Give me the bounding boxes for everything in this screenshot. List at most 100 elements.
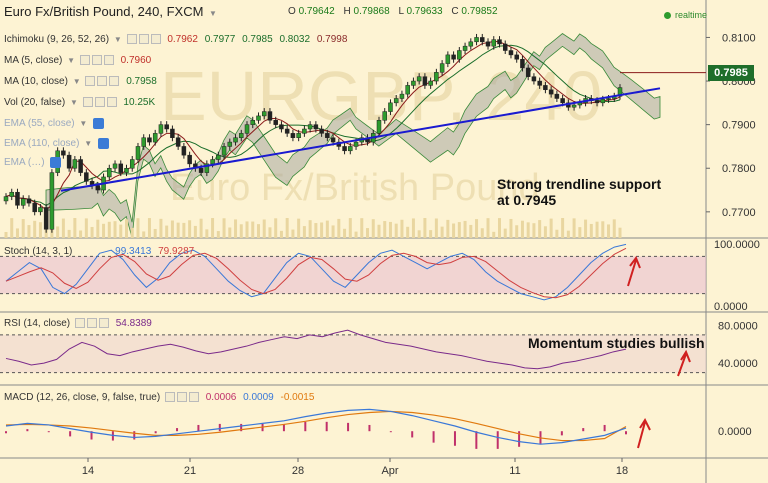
- chevron-down-icon[interactable]: ▼: [67, 56, 76, 65]
- settings-icon[interactable]: [97, 76, 108, 87]
- candle-down: [543, 85, 548, 91]
- eye-icon[interactable]: [164, 392, 175, 403]
- volume-bar: [492, 231, 496, 238]
- x-tick-label: 21: [184, 465, 196, 477]
- candle-up: [416, 76, 422, 82]
- macd-y-tick-label: 0.0000: [718, 426, 752, 438]
- close-icon[interactable]: [103, 55, 114, 66]
- candle-down: [43, 207, 49, 230]
- eye-icon[interactable]: [97, 138, 109, 149]
- candle-down: [78, 159, 83, 173]
- close-icon[interactable]: [109, 76, 120, 87]
- volume-bar: [211, 218, 215, 238]
- ohlc-low-key: L: [398, 6, 404, 17]
- close-icon[interactable]: [150, 34, 161, 45]
- volume-bar: [417, 230, 421, 238]
- candle-up: [261, 111, 267, 117]
- legend-ema55[interactable]: EMA (55, close) ▼: [4, 118, 105, 129]
- legend-stoch[interactable]: Stoch (14, 3, 1) 99.3413 79.9287: [4, 246, 194, 257]
- volume-bar: [256, 224, 260, 238]
- volume-bar: [520, 220, 524, 238]
- volume-bar: [383, 221, 387, 238]
- legend-ma10[interactable]: MA (10, close) ▼ 0.7958: [4, 76, 157, 87]
- macd-histogram-bar: [518, 431, 521, 447]
- volume-bar: [239, 224, 243, 238]
- macd-histogram-bar: [475, 431, 478, 449]
- eye-icon[interactable]: [93, 118, 105, 129]
- eye-icon[interactable]: [126, 34, 137, 45]
- candle-up: [233, 137, 238, 143]
- legend-rsi[interactable]: RSI (14, close) 54.8389: [4, 318, 152, 329]
- volume-bar: [452, 223, 456, 238]
- ohlc-readout: O 0.79642 H 0.79868 L 0.79633 C 0.79852: [288, 6, 504, 17]
- legend-vol[interactable]: Vol (20, false) ▼ 10.25K: [4, 97, 155, 108]
- macd-histogram-bar: [282, 423, 285, 432]
- ichimoku-value-3: 0.7985: [242, 34, 273, 45]
- legend-ema110[interactable]: EMA (110, close) ▼: [4, 138, 109, 149]
- macd-label: MACD (12, 26, close, 9, false, true): [4, 392, 161, 403]
- candle-down: [61, 150, 66, 156]
- volume-bar: [107, 221, 111, 238]
- close-icon[interactable]: [188, 392, 199, 403]
- volume-bar: [325, 220, 329, 238]
- candle-down: [313, 124, 319, 130]
- macd-histogram-bar: [176, 428, 179, 432]
- macd-histogram-bar: [5, 431, 7, 434]
- settings-icon[interactable]: [94, 97, 105, 108]
- settings-icon[interactable]: [176, 392, 187, 403]
- settings-icon[interactable]: [86, 318, 97, 329]
- chevron-down-icon[interactable]: ▼: [84, 139, 93, 149]
- eye-icon[interactable]: [74, 318, 85, 329]
- volume-bar: [90, 226, 94, 238]
- volume-bar: [394, 223, 398, 238]
- volume-bar: [463, 220, 467, 238]
- candle-up: [382, 111, 387, 121]
- candle-up: [376, 120, 382, 134]
- macd-histogram-bar: [197, 424, 200, 432]
- macd-histogram-bar: [389, 431, 392, 433]
- candle-down: [560, 98, 565, 104]
- volume-bar: [67, 229, 71, 238]
- candle-down: [164, 124, 169, 130]
- legend-ichimoku[interactable]: Ichimoku (9, 26, 52, 26) ▼ 0.7962 0.7977…: [4, 34, 347, 45]
- volume-bar: [38, 222, 42, 238]
- chart-title: Euro Fx/British Pound, 240, FXCM: [4, 4, 204, 19]
- chevron-down-icon[interactable]: ▼: [79, 119, 88, 129]
- candle-up: [393, 98, 399, 104]
- volume-bar: [136, 218, 140, 238]
- settings-icon[interactable]: [91, 55, 102, 66]
- candle-up: [411, 80, 416, 86]
- chevron-down-icon[interactable]: ▼: [69, 98, 78, 107]
- stoch-y-tick-label: 0.0000: [714, 301, 748, 313]
- chevron-down-icon[interactable]: ▼: [72, 77, 81, 86]
- volume-bar: [27, 225, 31, 238]
- candle-up: [250, 120, 255, 125]
- eye-icon[interactable]: [79, 55, 90, 66]
- close-icon[interactable]: [106, 97, 117, 108]
- volume-bar: [354, 231, 358, 238]
- candle-down: [175, 137, 181, 147]
- rsi-y-tick-label: 80.0000: [718, 320, 758, 332]
- chevron-down-icon[interactable]: ▼: [209, 9, 217, 18]
- trendline-annotation-line1: Strong trendline support: [497, 176, 662, 192]
- eye-icon[interactable]: [85, 76, 96, 87]
- close-icon[interactable]: [98, 318, 109, 329]
- volume-bar: [21, 219, 25, 238]
- candle-up: [256, 115, 261, 121]
- chevron-down-icon[interactable]: ▼: [113, 35, 122, 44]
- legend-extra[interactable]: EMA (…): [4, 157, 62, 168]
- volume-bar: [388, 221, 392, 238]
- candle-down: [147, 137, 152, 143]
- settings-icon[interactable]: [138, 34, 149, 45]
- macd-histogram-bar: [582, 428, 585, 432]
- x-tick-label: 28: [292, 465, 304, 477]
- candle-down: [502, 43, 508, 51]
- candle-up: [112, 163, 118, 169]
- ma5-value: 0.7960: [120, 55, 152, 66]
- eye-icon[interactable]: [82, 97, 93, 108]
- legend-ma5[interactable]: MA (5, close) ▼ 0.7960: [4, 55, 151, 66]
- eye-icon[interactable]: [50, 157, 62, 168]
- legend-macd[interactable]: MACD (12, 26, close, 9, false, true) 0.0…: [4, 392, 314, 403]
- candle-up: [445, 54, 451, 64]
